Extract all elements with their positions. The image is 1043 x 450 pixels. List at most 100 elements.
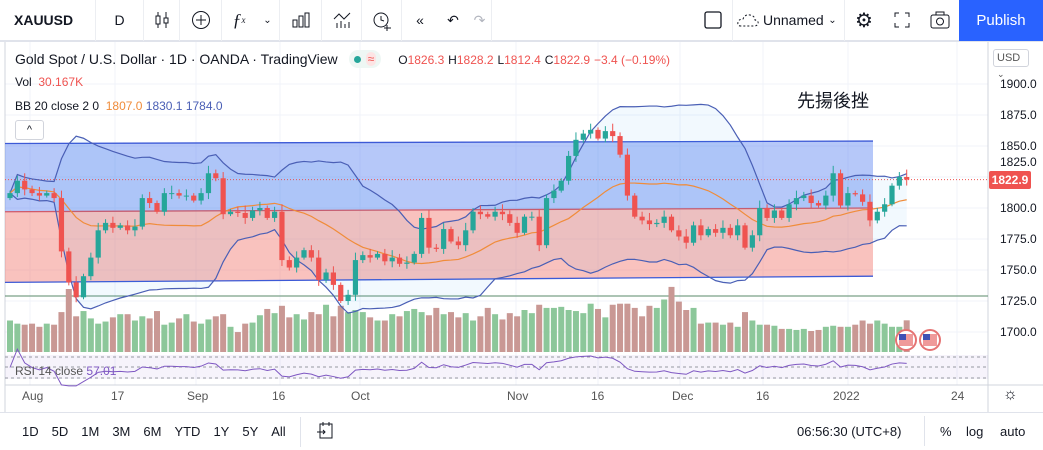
volume-bar: [653, 307, 660, 352]
candle-body: [588, 129, 594, 134]
candle-body: [257, 208, 263, 211]
range-1d[interactable]: 1D: [22, 424, 39, 439]
candle-body: [860, 194, 866, 202]
range-1m[interactable]: 1M: [81, 424, 100, 439]
chart-annotation-text[interactable]: 先揚後挫: [797, 91, 869, 112]
candle-body: [66, 251, 72, 283]
cloud-icon[interactable]: [733, 0, 763, 41]
legend-title[interactable]: Gold Spot / U.S. Dollar · 1D · OANDA · T…: [15, 51, 338, 67]
candle-body: [139, 198, 145, 227]
volume-bar: [271, 313, 278, 352]
goto-date-icon[interactable]: [316, 421, 333, 442]
price-tick: 1850.0: [1000, 139, 1037, 153]
candle-body: [867, 201, 873, 221]
auto-toggle[interactable]: auto: [1000, 424, 1026, 439]
candle-body: [110, 222, 116, 228]
gear-icon[interactable]: ⚙: [855, 9, 873, 32]
volume-legend[interactable]: Vol 30.167K: [15, 75, 83, 89]
volume-value: 30.167K: [38, 75, 84, 89]
candles-icon[interactable]: [144, 0, 180, 41]
redo-icon: ↷: [468, 0, 492, 41]
candle-body: [830, 173, 836, 196]
publish-button[interactable]: Publish: [959, 0, 1043, 41]
market-status-icon: ≈: [348, 50, 382, 68]
candle-body: [904, 177, 910, 180]
interval-button[interactable]: D: [96, 0, 144, 41]
bb-label: BB 20 close 2 0: [15, 99, 100, 113]
candle-body: [301, 250, 307, 258]
alert-icon[interactable]: [362, 0, 402, 41]
volume-bar: [109, 317, 116, 352]
volume-bar: [550, 307, 557, 352]
volume-bar: [161, 324, 168, 352]
chart-settings-icon[interactable]: ☼: [1003, 386, 1018, 403]
currency-dropdown[interactable]: USD ⌄: [993, 49, 1029, 79]
symbol-search[interactable]: XAUUSD: [0, 0, 96, 41]
percent-toggle[interactable]: %: [940, 424, 952, 439]
range-3m[interactable]: 3M: [112, 424, 131, 439]
camera-icon[interactable]: [921, 0, 959, 41]
templates-icon[interactable]: [280, 0, 322, 41]
candle-body: [558, 180, 564, 191]
time-tick: 16: [591, 389, 605, 403]
volume-bar: [14, 323, 21, 352]
rsi-legend[interactable]: RSI 14 close 57.01: [15, 364, 116, 378]
candle-body: [169, 193, 175, 195]
volume-bar: [256, 315, 263, 352]
volume-bar: [771, 325, 778, 352]
divider: [299, 416, 301, 447]
candle-body: [22, 180, 28, 190]
volume-bar: [198, 323, 205, 352]
undo-icon[interactable]: ↶: [447, 11, 459, 28]
volume-bar: [227, 326, 234, 352]
rsi-label: RSI 14 close: [15, 364, 84, 378]
volume-bar: [396, 316, 403, 352]
chevron-down-icon[interactable]: ⌄: [821, 0, 845, 41]
price-tick: 1700.0: [1000, 325, 1037, 339]
add-indicator-icon[interactable]: [180, 0, 222, 41]
candle-body: [815, 203, 822, 206]
candle-body: [639, 216, 645, 221]
layout-icon[interactable]: [693, 0, 733, 41]
candle-body: [419, 217, 425, 254]
range-all[interactable]: All: [271, 424, 286, 439]
volume-bar: [117, 314, 124, 352]
fullscreen-icon[interactable]: [883, 0, 921, 41]
candle-body: [514, 222, 520, 233]
range-ytd[interactable]: YTD: [174, 424, 201, 439]
log-toggle[interactable]: log: [966, 424, 984, 439]
volume-bar: [521, 310, 528, 352]
range-1y[interactable]: 1Y: [213, 424, 230, 439]
candle-body: [125, 225, 131, 231]
low-value: 1812.4: [504, 53, 541, 67]
volume-bar: [852, 324, 859, 352]
candle-body: [573, 139, 579, 156]
change-value: −3.4 (−0.19%): [593, 53, 671, 67]
us-flag-event-icon: [899, 334, 906, 340]
clock-timezone[interactable]: 06:56:30 (UTC+8): [797, 424, 902, 439]
channel-upper-line: [4, 140, 874, 145]
candle-body: [330, 272, 336, 285]
candle-body: [705, 229, 711, 236]
chevron-down-icon[interactable]: ⌄: [256, 0, 280, 41]
volume-bar: [131, 320, 138, 352]
layout-name[interactable]: Unnamed: [763, 12, 824, 28]
bb-legend[interactable]: BB 20 close 2 0 1807.0 1830.1 1784.0: [15, 99, 223, 113]
candle-body: [889, 185, 895, 205]
volume-bar: [124, 314, 131, 352]
candle-body: [727, 227, 733, 236]
range-5y[interactable]: 5Y: [242, 424, 259, 439]
replay-icon[interactable]: «: [416, 12, 424, 28]
candle-body: [396, 257, 403, 264]
compare-icon[interactable]: [322, 0, 362, 41]
candle-body: [580, 133, 586, 140]
collapse-legend-button[interactable]: ^: [15, 120, 44, 140]
chart-canvas[interactable]: [0, 0, 1043, 412]
time-tick: Aug: [22, 389, 44, 403]
volume-bar: [837, 326, 844, 352]
range-5d[interactable]: 5D: [51, 424, 69, 439]
range-6m[interactable]: 6M: [143, 424, 162, 439]
candle-body: [646, 220, 653, 225]
candle-body: [720, 227, 726, 233]
